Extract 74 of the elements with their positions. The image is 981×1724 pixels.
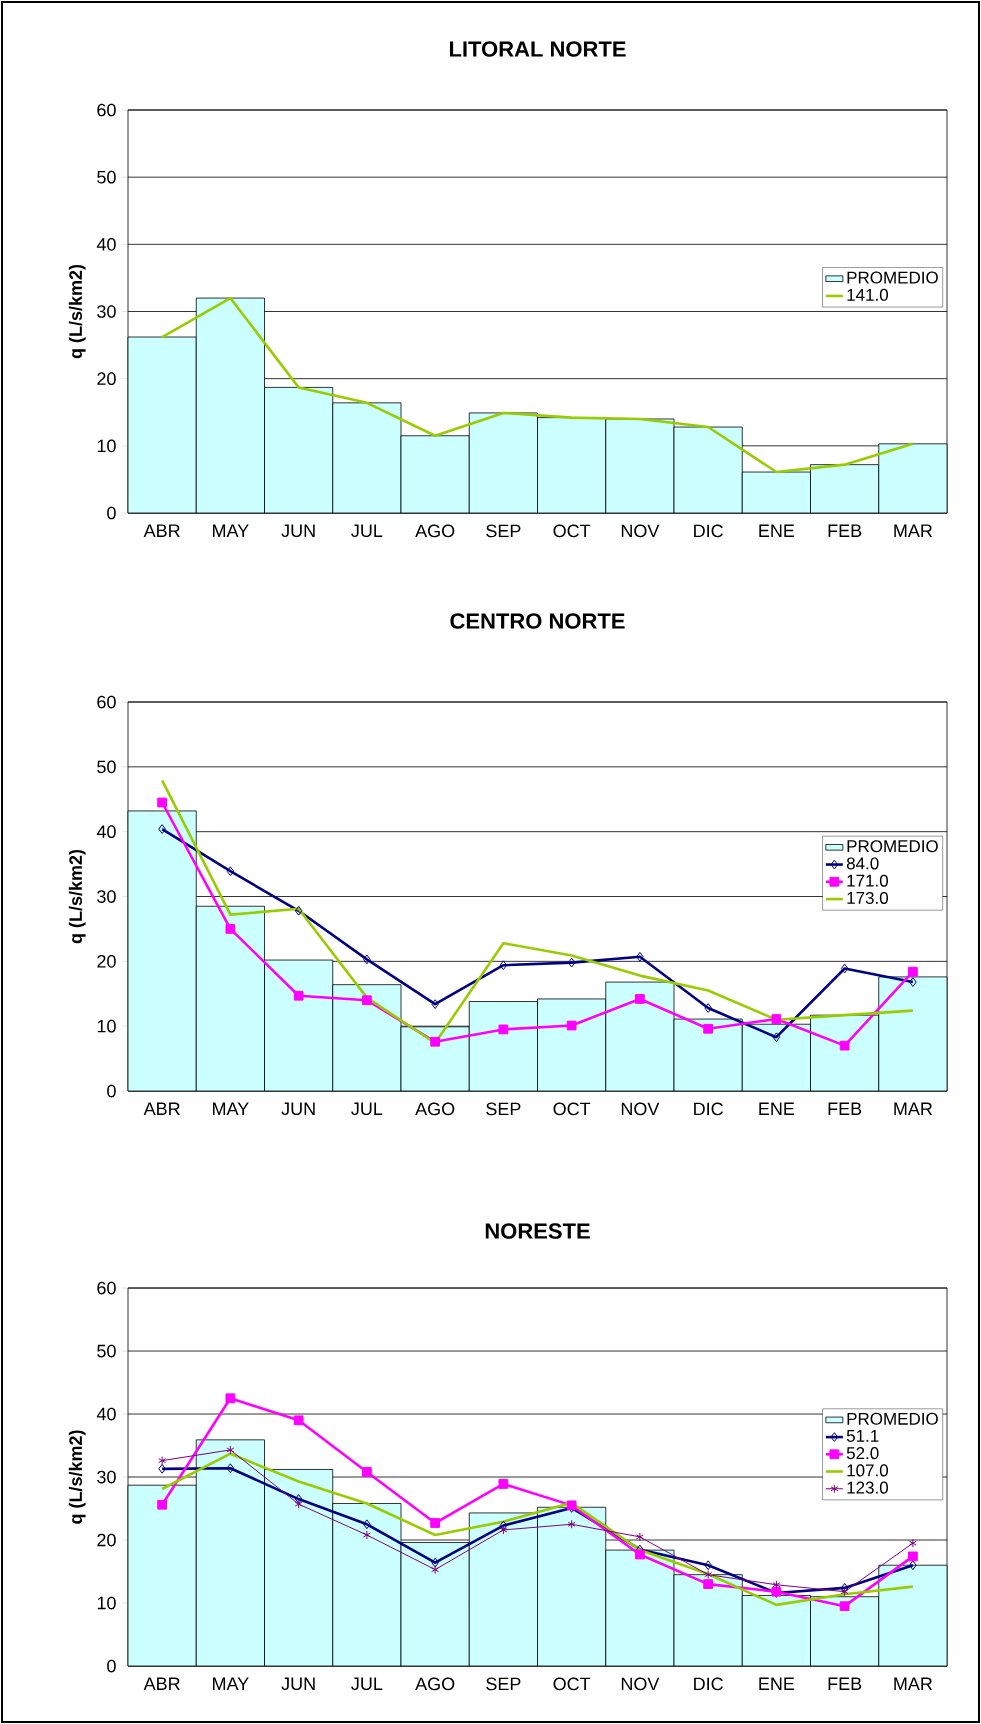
x-tick-label: DIC: [694, 524, 723, 538]
x-tick-label: NOV: [621, 524, 660, 538]
y-tick-label: 0: [107, 1659, 116, 1673]
legend-label: PROMEDIO: [847, 1412, 938, 1425]
legend-label: 141.0: [847, 288, 889, 301]
x-tick-label: FEB: [828, 1102, 862, 1115]
x-tick-label: ENE: [759, 1677, 795, 1690]
x-tick-label: MAY: [213, 524, 249, 537]
x-tick-label: MAY: [213, 1677, 249, 1690]
y-tick-label: 40: [96, 1407, 116, 1421]
x-tick-label: MAY: [213, 1102, 249, 1115]
y-tick-label: 60: [97, 1281, 116, 1295]
x-tick-label: SEP: [486, 524, 521, 538]
x-tick-label: ENE: [759, 524, 795, 537]
x-tick-label: AGO: [415, 524, 455, 538]
x-tick-label: JUN: [281, 524, 315, 538]
y-axis-title: q (L/s/km2): [68, 1430, 86, 1524]
x-tick-label: MAR: [894, 1102, 933, 1115]
legend-label: 123.0: [847, 1481, 889, 1494]
x-tick-label: AGO: [415, 1677, 455, 1691]
y-tick-label: 30: [97, 1470, 116, 1484]
x-tick-label: JUL: [351, 1102, 383, 1116]
y-tick-label: 10: [97, 439, 116, 453]
y-tick-label: 40: [96, 825, 116, 839]
x-tick-label: JUL: [351, 1677, 383, 1691]
y-tick-label: 20: [97, 1533, 116, 1547]
x-tick-label: FEB: [828, 524, 862, 537]
y-axis-title: q (L/s/km2): [68, 849, 86, 944]
y-tick-label: 50: [97, 170, 116, 184]
legend-label: 84.0: [846, 857, 879, 870]
x-tick-label: DIC: [694, 1102, 723, 1116]
x-tick-label: FEB: [828, 1677, 862, 1690]
x-tick-label: OCT: [553, 1677, 591, 1691]
legend-label: PROMEDIO: [847, 840, 938, 853]
y-tick-label: 50: [97, 760, 116, 774]
x-tick-label: JUN: [281, 1102, 315, 1116]
y-tick-label: 10: [97, 1019, 116, 1033]
legend-label: 52.0: [846, 1447, 879, 1460]
x-tick-label: ABR: [143, 524, 180, 537]
y-tick-label: 40: [96, 237, 116, 251]
x-tick-label: AGO: [415, 1102, 455, 1116]
legend-label: PROMEDIO: [847, 271, 938, 284]
y-tick-label: 0: [107, 1084, 116, 1098]
legend-label: 171.0: [847, 874, 889, 887]
y-tick-label: 60: [97, 695, 116, 709]
legend-label: 173.0: [847, 891, 889, 904]
y-tick-label: 30: [97, 890, 116, 903]
y-tick-label: 60: [97, 103, 116, 117]
x-tick-label: ABR: [143, 1102, 180, 1115]
x-tick-label: SEP: [486, 1677, 521, 1691]
x-tick-label: OCT: [553, 1102, 591, 1116]
y-tick-label: 50: [97, 1344, 116, 1358]
x-tick-label: JUL: [351, 524, 383, 538]
x-tick-label: JUN: [281, 1677, 315, 1691]
x-tick-label: ENE: [759, 1102, 795, 1115]
y-axis-title: q (L/s/km2): [68, 264, 86, 359]
x-tick-label: NOV: [621, 1102, 660, 1116]
y-tick-label: 20: [97, 954, 116, 968]
legend-label: 107.0: [847, 1464, 889, 1477]
x-tick-label: DIC: [694, 1677, 723, 1691]
y-tick-label: 0: [107, 506, 116, 520]
x-tick-label: SEP: [486, 1102, 521, 1116]
chart-title: NORESTE: [485, 1223, 590, 1239]
y-tick-label: 30: [97, 305, 116, 318]
x-tick-label: MAR: [894, 1677, 933, 1690]
x-tick-label: ABR: [143, 1677, 180, 1690]
y-tick-label: 10: [97, 1596, 116, 1610]
x-tick-label: OCT: [553, 524, 591, 538]
x-tick-label: NOV: [621, 1677, 660, 1691]
y-tick-label: 20: [97, 372, 116, 386]
x-tick-label: MAR: [894, 524, 933, 537]
legend-label: 51.1: [846, 1430, 879, 1442]
chart-title: LITORAL NORTE: [449, 41, 626, 57]
chart-title: CENTRO NORTE: [450, 613, 625, 629]
